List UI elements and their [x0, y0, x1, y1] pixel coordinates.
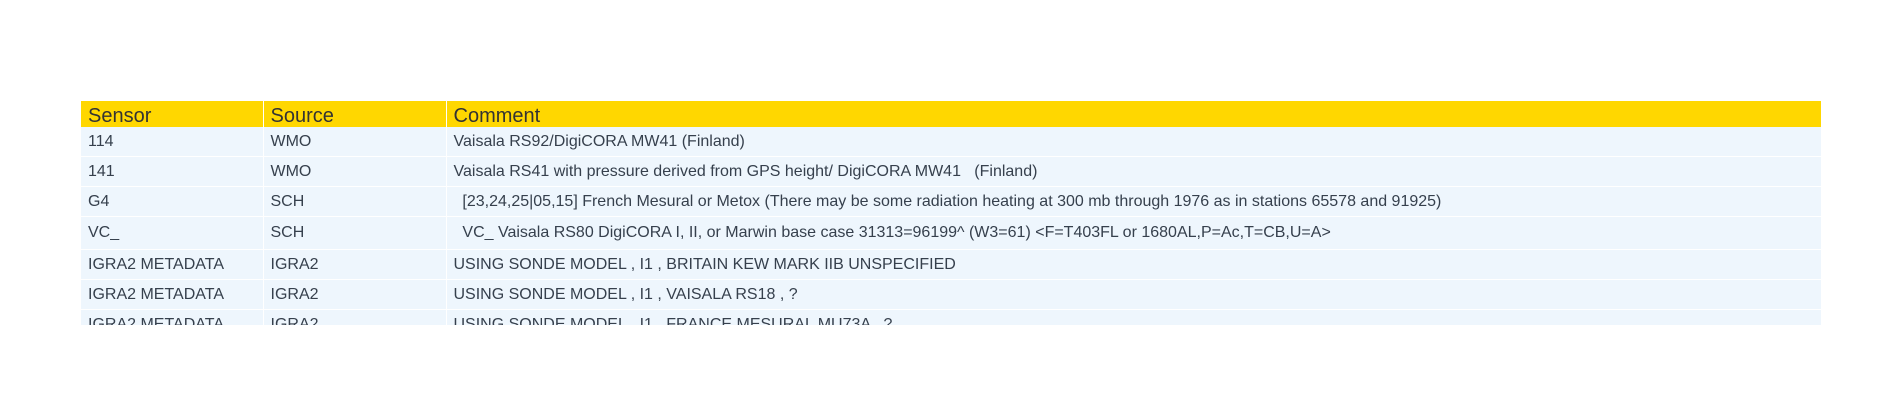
header-cell: Source [263, 101, 447, 127]
header-cell: Comment [446, 101, 1821, 127]
table-cell: IGRA2 METADATA [81, 309, 264, 325]
table-cell: IGRA2 [263, 309, 447, 325]
table-cell: 114 [81, 127, 264, 157]
table-cell: 141 [81, 156, 264, 187]
table-body: 114 WMO Vaisala RS92/DigiCORA MW41 (Finlan… [81, 127, 1821, 325]
table-row: IGRA2 METADATA IGRA2 USING SONDE MODEL , I… [81, 279, 1821, 310]
table-cell: IGRA2 METADATA [81, 249, 264, 280]
table-cell: IGRA2 [263, 249, 447, 280]
table-cell: IGRA2 [263, 279, 447, 310]
table-row: 141 WMO Vaisala RS41 with pressure derived… [81, 156, 1821, 187]
table-cell: VC_ [81, 216, 264, 250]
header-row: Sensor Source Comment [81, 101, 1821, 127]
table-row: VC_ SCH VC_ Vaisala RS80 DigiCORA I, II, … [81, 216, 1821, 250]
header-cell: Sensor [81, 101, 264, 127]
table-row: IGRA2 METADATA IGRA2 USING SONDE MODEL , I… [81, 249, 1821, 280]
table-cell: SCH [263, 216, 447, 250]
table-row: G4 SCH [23,24,25|05,15] French Mesural or… [81, 186, 1821, 217]
table-cell: WMO [263, 156, 447, 187]
table-cell: USING SONDE MODEL , I1 , FRANCE MESURAL … [446, 309, 1821, 325]
table-cell: USING SONDE MODEL , I1 , VAISALA RS18 , … [446, 279, 1821, 310]
table-cell: G4 [81, 186, 264, 217]
table-row: 114 WMO Vaisala RS92/DigiCORA MW41 (Finlan… [81, 127, 1821, 157]
table-cell: USING SONDE MODEL , I1 , BRITAIN KEW MAR… [446, 249, 1821, 280]
sensor-table: Sensor Source Comment 114 WMO Vaisala RS92/D… [81, 101, 1821, 325]
table-cell: WMO [263, 127, 447, 157]
table-row: IGRA2 METADATA IGRA2 USING SONDE MODEL , I… [81, 309, 1821, 325]
table-cell: IGRA2 METADATA [81, 279, 264, 310]
table-cell: Vaisala RS41 with pressure derived from … [446, 156, 1821, 187]
table-cell: Vaisala RS92/DigiCORA MW41 (Finland) [446, 127, 1821, 157]
table-cell: SCH [263, 186, 447, 217]
table-cell: VC_ Vaisala RS80 DigiCORA I, II, or Marw… [446, 216, 1821, 250]
table-cell: [23,24,25|05,15] French Mesural or Metox… [446, 186, 1821, 217]
table-container: Sensor Source Comment 114 WMO Vaisala RS92/D… [81, 101, 1821, 325]
